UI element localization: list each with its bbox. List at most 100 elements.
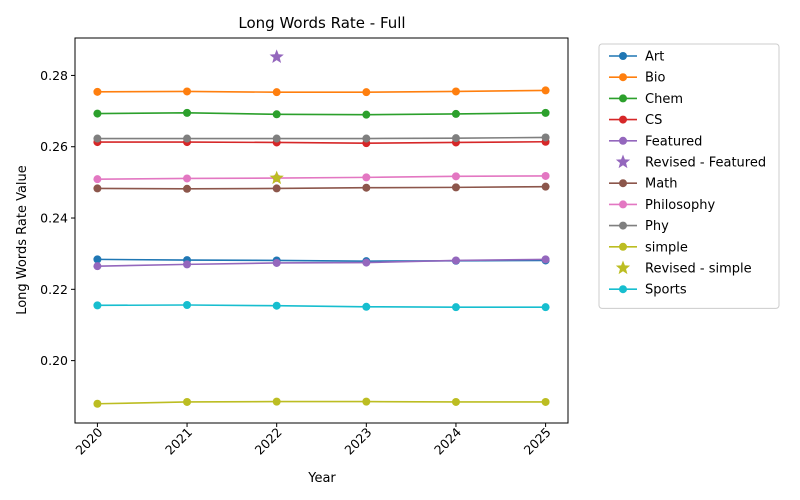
legend-label: Art: [645, 50, 664, 65]
series-line: [97, 258, 546, 267]
data-point: [183, 184, 192, 193]
data-point: [541, 255, 550, 264]
legend-entry: Art: [609, 50, 664, 65]
legend-entry: Revised - Featured: [615, 154, 766, 171]
data-point: [183, 134, 192, 143]
data-point: [451, 397, 460, 406]
y-tick-label: 0.26: [40, 139, 68, 154]
data-point: [362, 110, 371, 119]
data-point: [183, 108, 192, 117]
data-point: [541, 303, 550, 312]
data-point: [362, 134, 371, 143]
series-phy: [93, 133, 550, 143]
data-point: [451, 172, 460, 181]
y-tick-label: 0.24: [40, 211, 68, 226]
data-point: [362, 88, 371, 97]
series-line: [97, 185, 546, 190]
data-point: [183, 174, 192, 183]
legend-label: Philosophy: [645, 198, 715, 213]
legend-label: Featured: [645, 134, 702, 149]
data-point: [93, 399, 102, 408]
data-point: [541, 171, 550, 180]
legend-marker: [619, 221, 627, 230]
data-point: [272, 88, 281, 97]
series-revised-featured: [269, 49, 284, 63]
legend-star-marker: [615, 260, 631, 275]
data-point: [362, 302, 371, 311]
series-math: [93, 182, 550, 193]
legend-entry: Math: [609, 177, 678, 192]
legend-star-marker: [615, 154, 631, 169]
data-point: [272, 258, 281, 267]
data-point: [451, 134, 460, 143]
data-point: [93, 184, 102, 193]
y-tick-label: 0.22: [40, 282, 68, 297]
x-tick-label: 2025: [521, 425, 554, 458]
data-point: [541, 397, 550, 406]
data-point: [451, 109, 460, 118]
star-marker: [269, 170, 284, 185]
series-line: [97, 89, 546, 93]
data-point: [451, 87, 460, 96]
legend-label: Sports: [645, 283, 687, 298]
legend-label: Math: [645, 177, 678, 192]
plot-frame: [74, 37, 569, 424]
legend-entry: Revised - simple: [615, 260, 752, 277]
data-point: [272, 184, 281, 193]
series-line: [97, 140, 546, 144]
data-point: [541, 86, 550, 95]
legend-entry: Philosophy: [609, 198, 715, 213]
legend-label: CS: [645, 113, 662, 128]
legend-label: Bio: [645, 71, 666, 86]
data-point: [362, 173, 371, 182]
series-line: [97, 400, 546, 405]
data-point: [183, 301, 192, 310]
legend-marker: [619, 94, 627, 103]
legend-label: Chem: [645, 92, 683, 107]
series-line: [97, 136, 546, 140]
series-line: [97, 175, 546, 180]
series-line: [97, 112, 546, 116]
y-axis-title: Long Words Rate Value: [15, 165, 30, 315]
y-tick-label: 0.28: [40, 68, 68, 83]
x-tick-label: 2022: [252, 425, 285, 458]
legend-label: Revised - Featured: [645, 156, 766, 171]
legend-entry: Bio: [609, 71, 666, 86]
series-simple: [93, 397, 550, 408]
series-revised-simple: [269, 170, 284, 185]
legend-entry: simple: [609, 240, 688, 255]
data-point: [541, 108, 550, 117]
data-point: [362, 183, 371, 192]
data-point: [93, 87, 102, 96]
data-point: [451, 303, 460, 312]
data-point: [93, 262, 102, 271]
series-line: [97, 304, 546, 308]
legend-label: simple: [645, 240, 688, 255]
legend-entry: Phy: [609, 219, 669, 234]
x-tick-label: 2021: [162, 425, 195, 458]
series-bio: [93, 86, 550, 97]
legend: Art Bio Chem CS Featured Revised - Featured Ma…: [598, 43, 780, 309]
data-point: [183, 397, 192, 406]
data-point: [541, 133, 550, 142]
legend-label: Revised - simple: [645, 262, 752, 277]
legend-marker: [619, 73, 627, 82]
data-point: [272, 134, 281, 143]
data-point: [93, 301, 102, 310]
data-point: [451, 256, 460, 265]
data-point: [93, 175, 102, 184]
x-tick-label: 2023: [341, 425, 374, 458]
data-point: [93, 134, 102, 143]
data-point: [93, 255, 102, 264]
series-philosophy: [93, 171, 550, 184]
legend-entry: Sports: [609, 283, 687, 298]
legend-marker: [619, 242, 627, 251]
data-point: [272, 301, 281, 310]
legend-label: Phy: [645, 219, 669, 234]
x-axis-title: Year: [307, 471, 336, 486]
series-chem: [93, 108, 550, 119]
legend-entry: CS: [609, 113, 662, 128]
x-tick-label: 2020: [72, 424, 105, 457]
legend-marker: [619, 52, 627, 60]
series-sports: [93, 301, 550, 312]
